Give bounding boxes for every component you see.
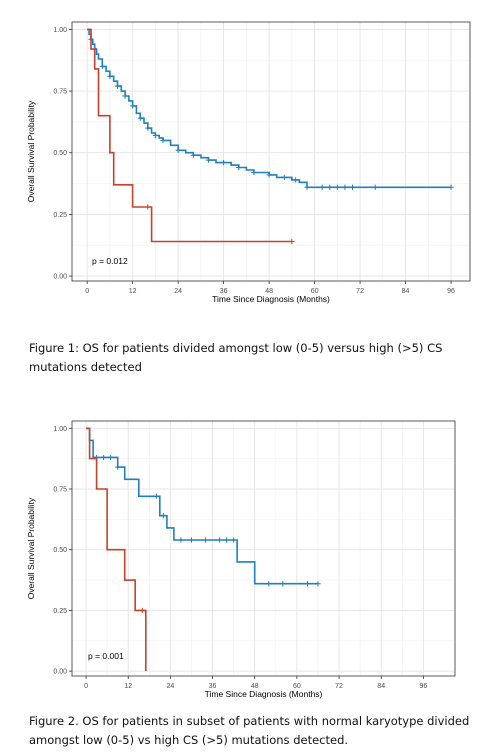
x-tick-label: 36 bbox=[209, 683, 217, 690]
censor-mark bbox=[114, 83, 121, 89]
x-tick-label: 12 bbox=[124, 683, 132, 690]
censor-mark bbox=[115, 464, 121, 470]
x-tick-label: 24 bbox=[166, 683, 174, 690]
censor-mark bbox=[178, 537, 184, 543]
censor-mark bbox=[251, 169, 257, 176]
censor-mark bbox=[342, 184, 348, 190]
y-axis-label: Overall Survival Probability bbox=[26, 100, 36, 202]
plot-border bbox=[71, 420, 456, 677]
censor-mark bbox=[139, 607, 145, 614]
p-value-annotation: p = 0.001 bbox=[88, 651, 124, 661]
censor-mark bbox=[145, 204, 151, 210]
km-chart-2: 0 12 24 36 48 60 72 84 96 0.00 0.25 0.50 0.75 1.00 Tim… bbox=[26, 420, 456, 699]
censor-mark bbox=[231, 537, 237, 543]
censor-mark bbox=[315, 581, 321, 587]
p-value-annotation: p = 0.012 bbox=[92, 256, 128, 266]
censor-mark bbox=[188, 537, 195, 543]
y-tick-label: 0.25 bbox=[53, 212, 67, 219]
censor-mark bbox=[221, 160, 227, 166]
censor-mark bbox=[266, 172, 272, 178]
censor-mark bbox=[137, 115, 143, 121]
km-chart-1: 0 12 24 36 48 60 72 84 96 0.00 0.25 0.50 0.75 1.00 Tim… bbox=[26, 21, 471, 304]
x-tick-label: 12 bbox=[129, 288, 137, 295]
plot-panel bbox=[72, 421, 455, 676]
censor-mark bbox=[205, 157, 212, 163]
censor-mark bbox=[108, 454, 114, 461]
x-tick-label: 84 bbox=[377, 683, 385, 690]
censor-mark bbox=[448, 184, 454, 190]
censor-mark bbox=[289, 238, 295, 245]
censor-mark bbox=[190, 152, 196, 158]
survival-curve-2 bbox=[87, 28, 292, 243]
survival-curve-1 bbox=[86, 427, 318, 585]
x-tick-label: 84 bbox=[402, 288, 410, 295]
censor-mark bbox=[145, 125, 151, 131]
censor-mark bbox=[293, 177, 299, 183]
censor-mark bbox=[304, 581, 311, 587]
censor-mark bbox=[107, 73, 113, 79]
censor-mark bbox=[202, 537, 209, 543]
plot-border bbox=[71, 21, 471, 282]
x-tick-label: 72 bbox=[335, 683, 343, 690]
censor-mark bbox=[281, 174, 287, 180]
x-tick-label: 48 bbox=[265, 288, 273, 295]
x-tick-label: 60 bbox=[311, 288, 319, 295]
y-axis-label: Overall Survival Probability bbox=[26, 497, 36, 599]
x-tick-label: 24 bbox=[174, 288, 182, 295]
censor-mark bbox=[304, 184, 310, 190]
censor-mark bbox=[349, 184, 356, 190]
y-tick-label: 0.00 bbox=[53, 669, 67, 676]
y-tick-label: 0.00 bbox=[53, 274, 67, 281]
x-tick-label: 60 bbox=[293, 683, 301, 690]
censor-mark bbox=[372, 184, 378, 190]
y-tick-label: 0.50 bbox=[53, 547, 67, 554]
censor-mark bbox=[216, 537, 223, 543]
y-tick-label: 0.50 bbox=[53, 150, 67, 157]
y-tick-label: 0.75 bbox=[53, 89, 67, 96]
y-tick-label: 1.00 bbox=[53, 27, 67, 34]
y-tick-label: 0.25 bbox=[53, 608, 67, 615]
survival-curve-2 bbox=[86, 427, 147, 672]
plot-panel bbox=[72, 22, 470, 281]
x-tick-label: 0 bbox=[85, 288, 89, 295]
censor-mark bbox=[280, 581, 286, 587]
censor-mark bbox=[266, 581, 272, 587]
censor-mark bbox=[153, 493, 159, 499]
censor-mark bbox=[99, 63, 105, 69]
censor-mark bbox=[160, 137, 166, 143]
censor-mark bbox=[130, 103, 136, 109]
x-tick-label: 0 bbox=[84, 683, 88, 690]
censor-mark bbox=[122, 93, 128, 99]
censor-mark bbox=[160, 513, 166, 519]
censor-mark bbox=[236, 164, 242, 171]
censor-mark bbox=[152, 132, 158, 139]
figure-1-caption: Figure 1: OS for patients divided amongs… bbox=[29, 341, 443, 374]
censor-mark bbox=[175, 147, 181, 153]
x-tick-label: 96 bbox=[447, 288, 455, 295]
x-axis-label: Time Since Diagnosis (Months) bbox=[212, 294, 330, 304]
censor-mark bbox=[327, 184, 333, 190]
x-tick-label: 96 bbox=[419, 683, 427, 690]
x-tick-label: 36 bbox=[220, 288, 228, 295]
x-tick-label: 72 bbox=[356, 288, 364, 295]
y-tick-label: 1.00 bbox=[53, 426, 67, 433]
censor-mark bbox=[101, 454, 107, 461]
censor-mark bbox=[224, 537, 230, 543]
x-axis-label: Time Since Diagnosis (Months) bbox=[205, 689, 323, 699]
y-tick-label: 0.75 bbox=[53, 487, 67, 494]
censor-mark bbox=[319, 184, 325, 190]
censor-mark bbox=[334, 184, 340, 190]
x-tick-label: 48 bbox=[251, 683, 259, 690]
figure-2-caption: Figure 2. OS for patients in subset of p… bbox=[29, 714, 470, 747]
